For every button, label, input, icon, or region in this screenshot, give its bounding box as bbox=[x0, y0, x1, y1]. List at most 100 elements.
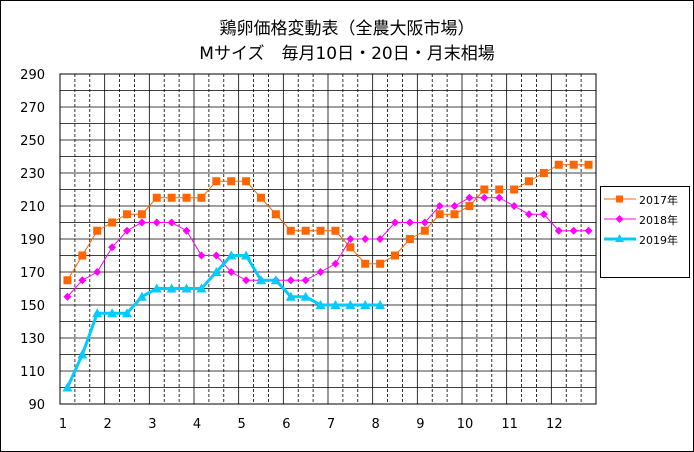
data-point bbox=[137, 210, 146, 219]
data-point bbox=[167, 193, 176, 202]
data-point bbox=[450, 210, 459, 219]
data-point bbox=[286, 226, 295, 235]
x-tick-label: 12 bbox=[546, 417, 563, 432]
data-point bbox=[465, 202, 474, 210]
legend-label-2019: 2019年 bbox=[639, 234, 678, 247]
y-tick-label: 290 bbox=[20, 68, 45, 83]
data-point bbox=[212, 251, 221, 260]
data-point bbox=[569, 160, 578, 169]
data-point bbox=[92, 308, 103, 318]
chart-subtitle: Mサイズ 毎月10日・20日・月末相場 bbox=[199, 44, 495, 64]
x-tick-label: 3 bbox=[148, 417, 156, 432]
data-point bbox=[285, 291, 296, 301]
data-point bbox=[211, 267, 222, 276]
x-tick-label: 11 bbox=[501, 417, 518, 432]
data-point bbox=[77, 349, 88, 359]
data-point bbox=[331, 259, 340, 268]
legend-swatch-2019 bbox=[604, 234, 636, 242]
series-2017年 bbox=[63, 160, 593, 285]
data-point bbox=[300, 291, 311, 301]
data-point bbox=[107, 308, 118, 318]
data-point bbox=[197, 193, 206, 202]
data-point bbox=[93, 226, 102, 235]
series-line bbox=[66, 254, 381, 389]
data-point bbox=[345, 300, 356, 309]
data-point bbox=[108, 243, 117, 252]
data-point bbox=[405, 218, 414, 227]
data-point bbox=[122, 308, 132, 318]
data-point bbox=[539, 210, 548, 219]
data-point bbox=[420, 226, 429, 235]
y-tick-label: 90 bbox=[28, 398, 45, 413]
data-point bbox=[197, 251, 206, 260]
data-point bbox=[256, 275, 266, 285]
data-point bbox=[301, 226, 310, 235]
x-tick-label: 2 bbox=[104, 417, 112, 432]
data-point bbox=[123, 226, 131, 235]
data-point bbox=[361, 235, 370, 243]
data-point bbox=[270, 275, 281, 285]
data-point bbox=[480, 185, 489, 194]
data-point bbox=[376, 235, 385, 243]
data-point bbox=[391, 251, 399, 260]
data-point bbox=[152, 193, 161, 202]
data-point bbox=[405, 235, 414, 243]
data-point bbox=[316, 226, 325, 235]
data-point bbox=[480, 193, 489, 202]
data-point bbox=[182, 226, 191, 235]
y-tick-label: 190 bbox=[20, 233, 45, 248]
series-group bbox=[62, 160, 593, 392]
data-point bbox=[330, 300, 341, 309]
data-point bbox=[241, 250, 252, 260]
data-point bbox=[375, 300, 386, 309]
gridlines bbox=[60, 74, 596, 404]
series-2019年 bbox=[62, 250, 386, 392]
data-point bbox=[136, 291, 147, 301]
legend-item-2017: 2017年 bbox=[601, 191, 689, 207]
data-point bbox=[465, 193, 474, 202]
data-point bbox=[360, 300, 371, 309]
data-point bbox=[196, 283, 207, 293]
y-tick-label: 210 bbox=[20, 200, 45, 215]
legend-item-2019: 2019年 bbox=[601, 231, 689, 247]
data-point bbox=[331, 226, 340, 235]
y-axis-tick-labels: 90 110 130 150 170 190 210 230 250 270 290 bbox=[20, 68, 45, 413]
data-point bbox=[554, 226, 563, 235]
x-tick-label: 10 bbox=[457, 417, 474, 432]
data-point bbox=[346, 243, 355, 252]
data-point bbox=[78, 276, 87, 285]
x-axis-tick-labels: 1 2 3 4 5 6 7 8 9 10 11 12 bbox=[59, 417, 563, 432]
data-point bbox=[123, 210, 131, 219]
data-point bbox=[151, 283, 162, 293]
data-point bbox=[62, 382, 73, 392]
data-point bbox=[391, 218, 399, 227]
x-tick-label: 6 bbox=[282, 417, 290, 432]
data-point bbox=[435, 202, 444, 210]
x-tick-label: 9 bbox=[416, 417, 424, 432]
data-point bbox=[227, 268, 236, 276]
data-point bbox=[257, 193, 265, 202]
legend-label-2018: 2018年 bbox=[639, 214, 678, 227]
legend-item-2018: 2018年 bbox=[601, 211, 689, 227]
y-tick-label: 150 bbox=[20, 299, 45, 314]
data-point bbox=[181, 283, 192, 293]
y-tick-label: 130 bbox=[20, 332, 45, 347]
y-tick-label: 110 bbox=[20, 365, 45, 380]
legend-label-2017: 2017年 bbox=[639, 194, 678, 207]
x-tick-label: 8 bbox=[372, 417, 380, 432]
data-point bbox=[450, 202, 459, 210]
x-tick-label: 4 bbox=[193, 417, 201, 432]
data-point bbox=[584, 160, 593, 169]
data-point bbox=[525, 177, 533, 186]
data-point bbox=[510, 202, 519, 210]
y-tick-label: 170 bbox=[20, 266, 45, 281]
x-tick-label: 5 bbox=[238, 417, 246, 432]
data-point bbox=[376, 259, 385, 268]
data-point bbox=[361, 259, 370, 268]
data-point bbox=[435, 210, 444, 219]
data-point bbox=[525, 210, 533, 219]
x-tick-label: 7 bbox=[327, 417, 335, 432]
y-tick-label: 250 bbox=[20, 134, 45, 149]
data-point bbox=[108, 218, 117, 227]
